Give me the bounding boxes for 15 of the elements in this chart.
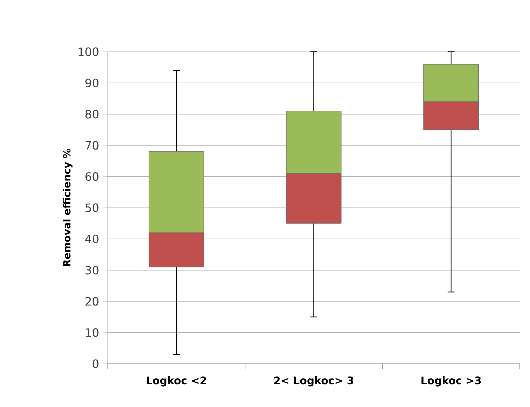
x-tick-label: 2< Logkoc> 3 <box>274 376 354 387</box>
y-tick-label: 10 <box>86 328 99 338</box>
x-tick-label: Logkoc <2 <box>147 376 206 387</box>
y-tick-label: 50 <box>86 204 99 212</box>
y-tick-label: 40 <box>85 234 99 244</box>
y-tick-label: 90 <box>86 78 99 88</box>
y-axis-title: Removal efficiency % <box>63 148 73 266</box>
y-tick-label: 0 <box>92 360 99 368</box>
y-tick-label: 80 <box>86 110 99 119</box>
y-tick-label: 20 <box>86 297 99 306</box>
y-tick-label: 30 <box>86 266 99 275</box>
y-tick-label: 100 <box>78 48 99 56</box>
y-tick-label: 60 <box>86 172 99 182</box>
x-tick-label: Logkoc >3 <box>422 376 482 387</box>
y-tick-label: 70 <box>86 141 99 150</box>
